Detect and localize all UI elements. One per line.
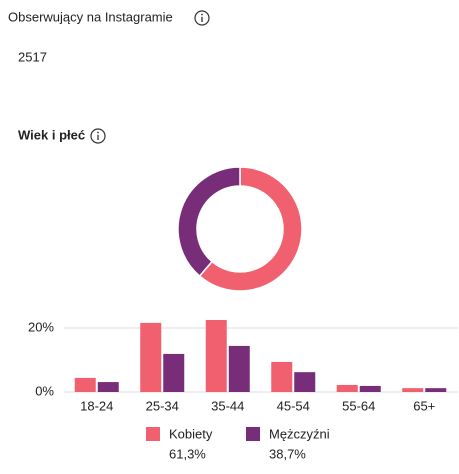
y-tick-label: 0%	[35, 383, 54, 398]
x-tick-label: 35-44	[211, 398, 244, 413]
legend-label: Mężczyźni	[269, 426, 330, 441]
panel-title: Obserwujący na Instagramie	[8, 9, 173, 24]
bar	[97, 382, 119, 392]
bar	[402, 388, 424, 392]
follower-count: 2517	[18, 49, 47, 64]
info-icon[interactable]	[90, 128, 106, 144]
bar	[336, 384, 358, 392]
x-tick-label: 45-54	[277, 398, 310, 413]
legend-label: Kobiety	[169, 426, 213, 441]
donut-segment	[198, 166, 303, 292]
bar	[228, 345, 250, 392]
donut-segment	[177, 166, 241, 278]
bar	[163, 353, 185, 392]
bar	[140, 322, 162, 392]
bar	[425, 388, 447, 392]
x-tick-label: 25-34	[146, 398, 179, 413]
legend-share: 38,7%	[269, 446, 306, 461]
bar	[74, 377, 96, 392]
info-icon[interactable]	[194, 10, 210, 26]
legend-swatch	[146, 427, 160, 441]
bar	[271, 361, 293, 392]
bar	[359, 385, 381, 392]
x-tick-label: 18-24	[80, 398, 113, 413]
section-title: Wiek i płeć	[18, 127, 85, 142]
bar	[294, 372, 316, 392]
x-tick-label: 55-64	[342, 398, 375, 413]
bar	[205, 320, 227, 392]
legend-swatch	[246, 427, 260, 441]
y-tick-label: 20%	[28, 319, 54, 334]
x-tick-label: 65+	[413, 398, 435, 413]
legend-share: 61,3%	[169, 446, 206, 461]
